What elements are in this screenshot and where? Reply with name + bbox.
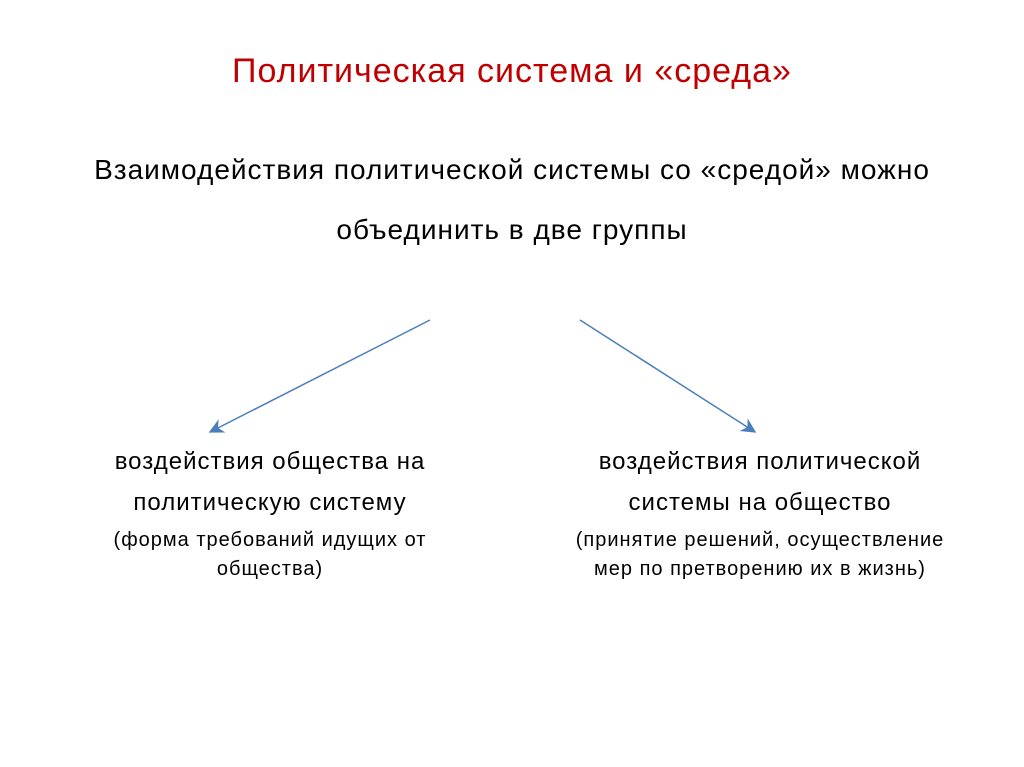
arrow-left-line — [210, 320, 430, 432]
branch-right: воздействия политической системы на обще… — [570, 442, 950, 584]
branch-left-sub: (форма требований идущих от общества) — [110, 526, 430, 584]
branch-right-sub: (принятие решений, осуществление мер по … — [570, 526, 950, 584]
arrow-left — [204, 314, 436, 438]
arrow-right-line — [580, 320, 755, 432]
branch-right-main: воздействия политической системы на обще… — [570, 442, 950, 524]
intro-text: Взаимодействия политической системы со «… — [80, 140, 944, 260]
branch-left-main: воздействия общества на политическую сис… — [110, 442, 430, 524]
branch-left: воздействия общества на политическую сис… — [110, 442, 430, 584]
arrow-right — [574, 314, 761, 438]
slide-title: Политическая система и «среда» — [0, 52, 1024, 91]
slide: Политическая система и «среда» Взаимодей… — [0, 0, 1024, 767]
